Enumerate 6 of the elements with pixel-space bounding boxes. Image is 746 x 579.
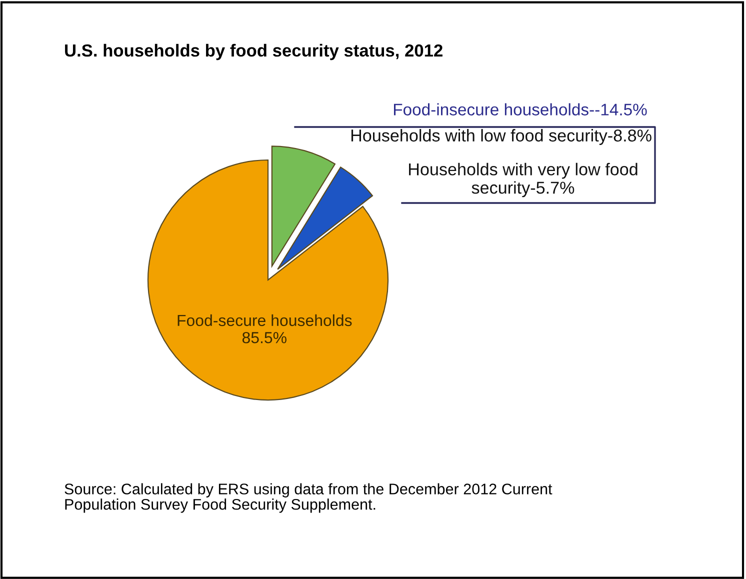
slice-label: Food-secure households 85.5% bbox=[178, 314, 352, 344]
source-note: Source: Calculated by ERS using data from the December 2012 Current Population Survey Food Security Supplement. bbox=[64, 483, 552, 513]
chart-title: U.S. households by food security status, 2012 bbox=[65, 44, 442, 60]
text: Food-insecure households--14.5% bbox=[394, 103, 647, 116]
slice-label: Households with very low food security-5.7% bbox=[409, 162, 638, 198]
slice-label: Households with low food security-8.8% bbox=[351, 129, 652, 145]
